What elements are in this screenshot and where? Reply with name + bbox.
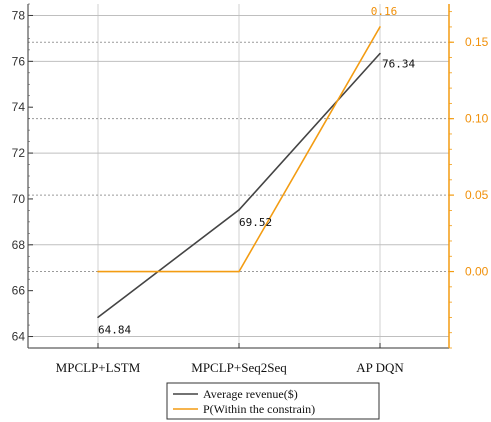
left-tick-label-6: 76 xyxy=(12,54,26,68)
data-label-revenue-1: 69.52 xyxy=(239,216,272,229)
left-tick-label-7: 78 xyxy=(12,8,26,22)
left-tick-label-1: 66 xyxy=(12,284,26,298)
left-tick-label-4: 72 xyxy=(12,146,26,160)
legend-label-1: P(Within the constrain) xyxy=(203,402,315,416)
axes-layer: 64 66 68 70 72 74 76 78 0.00 0.05 0.10 0.15 MPCLP+LS… xyxy=(12,3,489,375)
right-tick-label-1: 0.05 xyxy=(465,188,489,202)
left-tick-label-0: 64 xyxy=(12,330,26,344)
series-1-point-2 xyxy=(379,26,381,28)
right-tick-label-0: 0.00 xyxy=(465,265,489,279)
x-tick-label-0: MPCLP+LSTM xyxy=(56,360,141,375)
series-0-point-1 xyxy=(238,209,240,211)
x-tick-label-1: MPCLP+Seq2Seq xyxy=(191,360,287,375)
data-label-revenue-2: 76.34 xyxy=(382,58,415,71)
series-0-point-2 xyxy=(379,52,381,55)
series-0-point-0 xyxy=(97,316,99,319)
left-tick-label-2: 68 xyxy=(12,238,26,252)
right-tick-label-3: 0.15 xyxy=(465,35,489,49)
series-layer xyxy=(97,26,381,319)
x-tick-label-2: AP DQN xyxy=(356,360,404,375)
legend-box xyxy=(166,382,380,420)
legend: Average revenue($)P(Within the constrain… xyxy=(166,382,380,420)
series-1-point-0 xyxy=(97,270,99,273)
grid-layer xyxy=(28,4,449,348)
legend-label-0: Average revenue($) xyxy=(203,387,298,401)
data-label-revenue-0: 64.84 xyxy=(98,323,131,336)
left-tick-label-3: 70 xyxy=(12,192,26,206)
labels-layer: 64.84 69.52 76.34 0.16 xyxy=(98,5,415,336)
series-1-point-1 xyxy=(238,270,240,273)
right-tick-label-2: 0.10 xyxy=(465,112,489,126)
left-tick-label-5: 74 xyxy=(12,100,26,114)
data-label-probability-2: 0.16 xyxy=(371,5,398,18)
